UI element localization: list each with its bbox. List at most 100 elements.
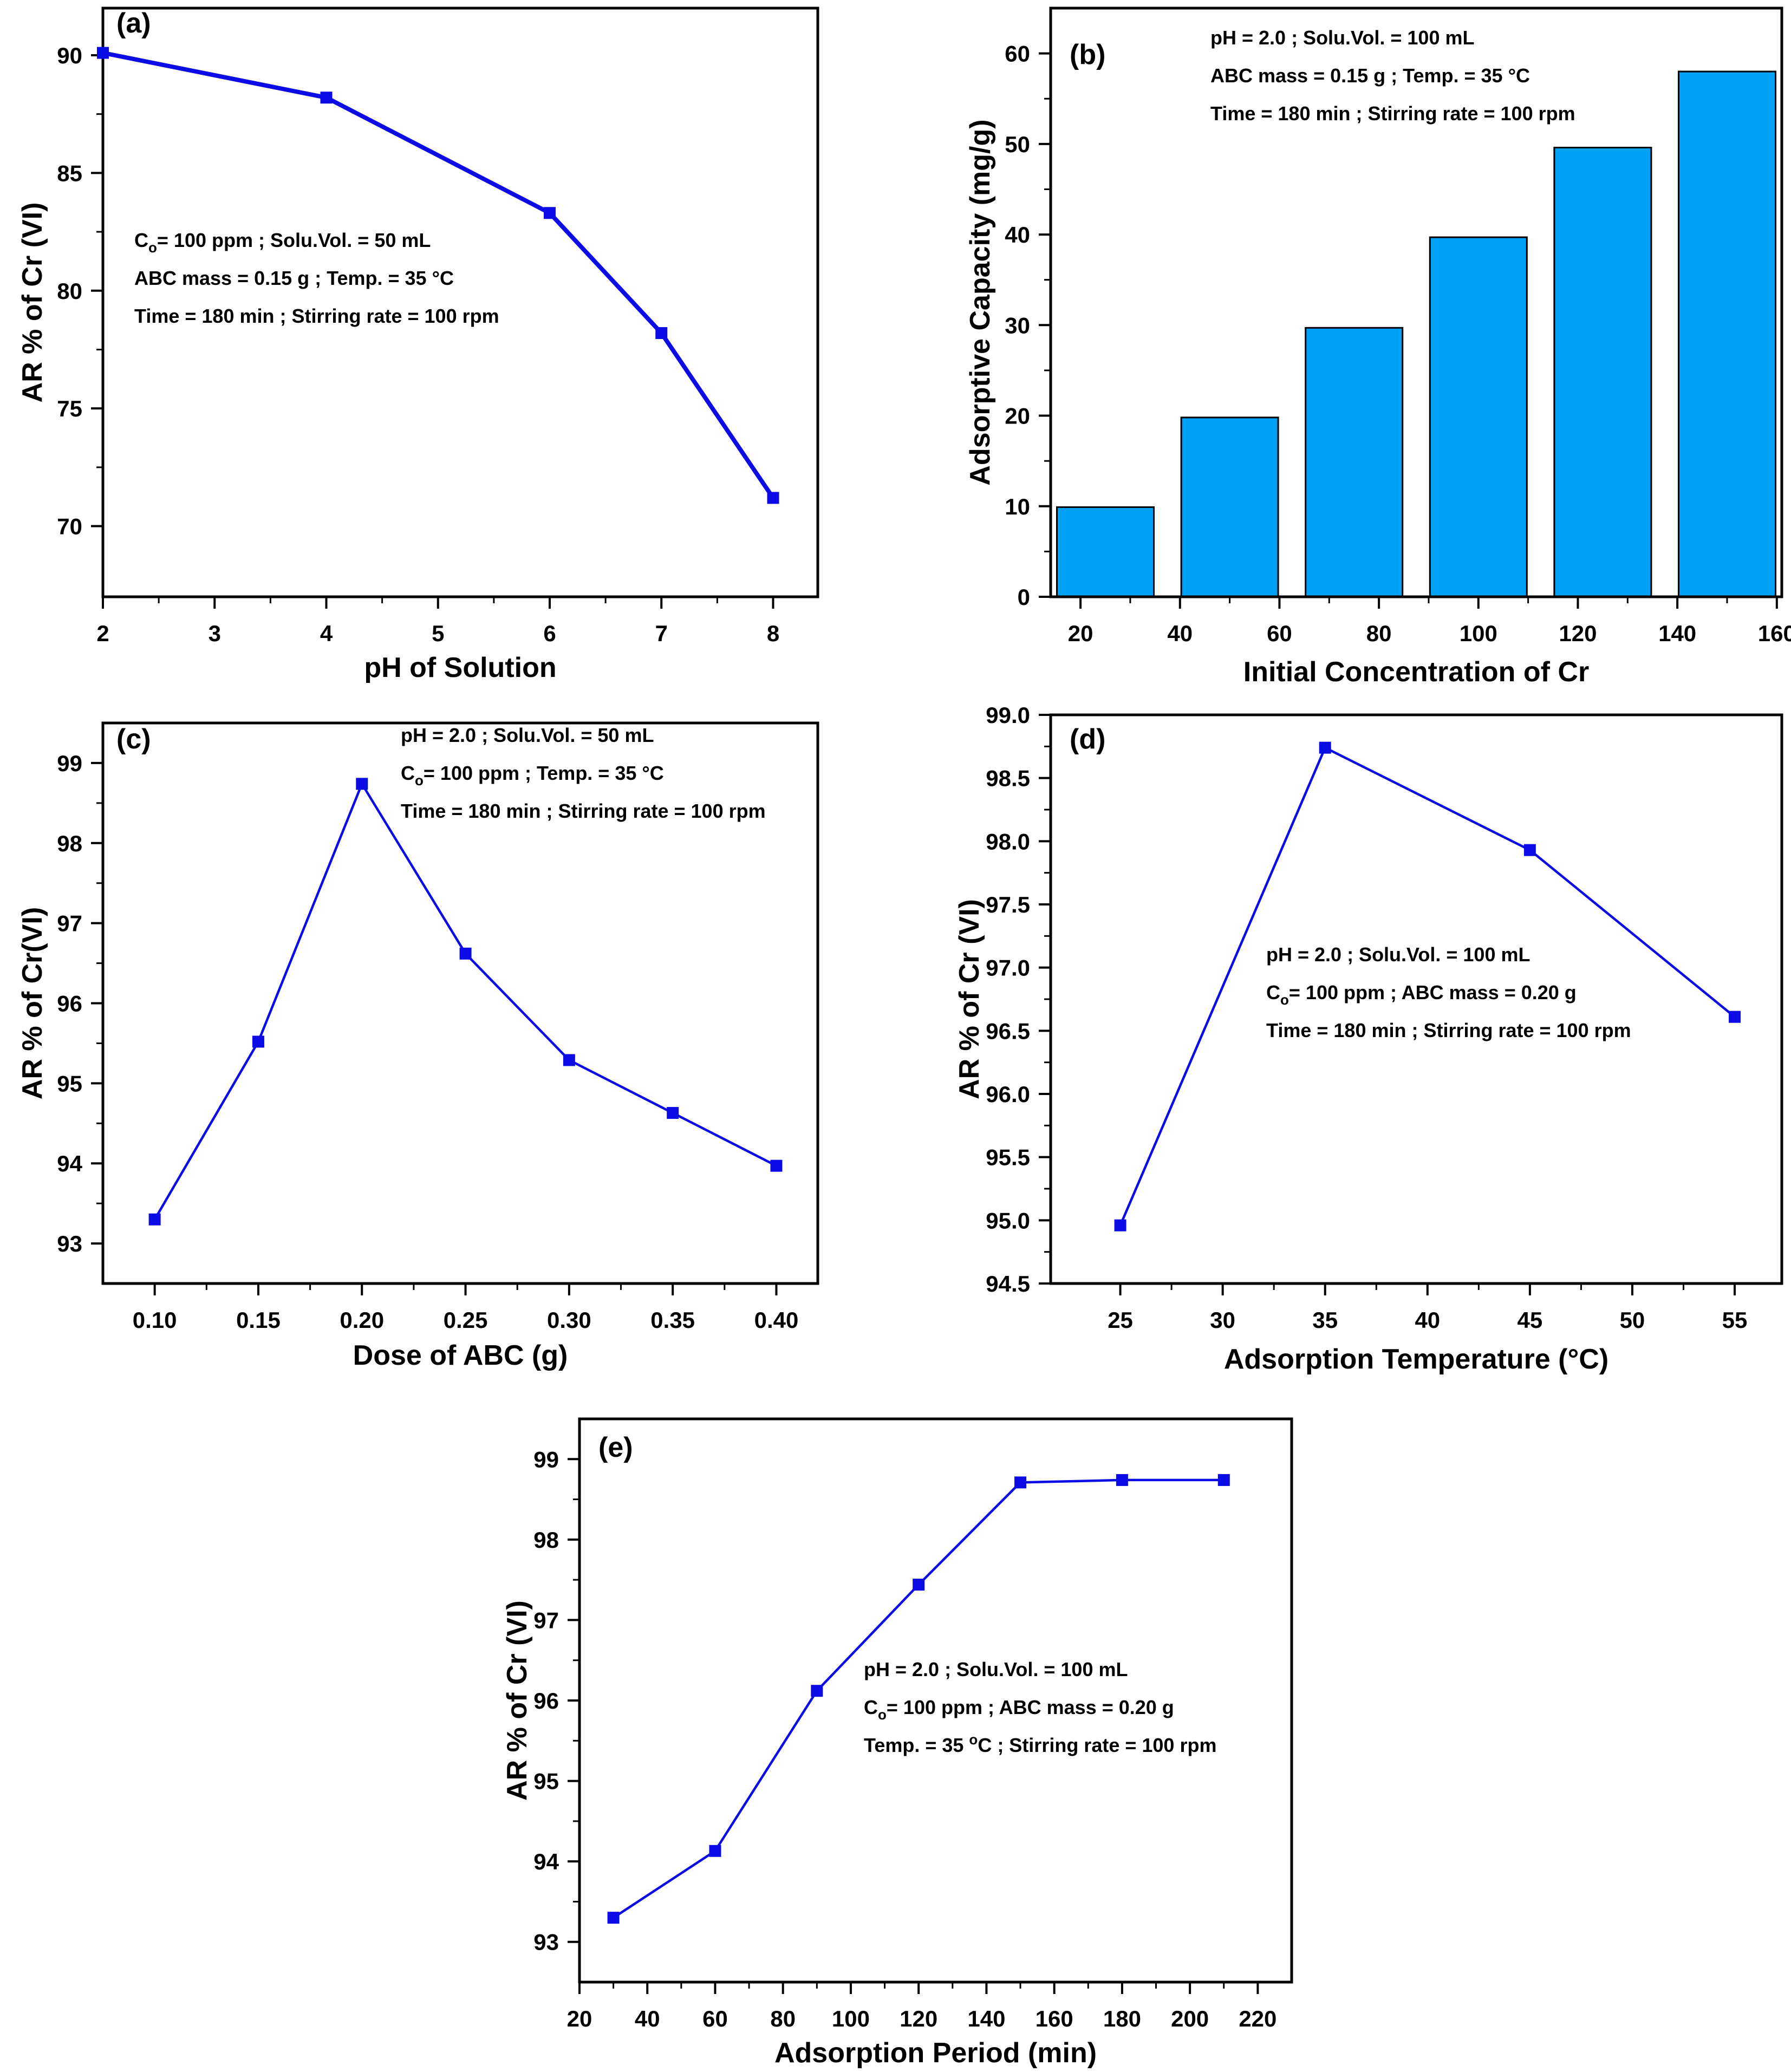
data-point	[1116, 1474, 1128, 1486]
y-tick-label: 10	[1005, 494, 1030, 519]
plot-frame	[1049, 6, 1783, 598]
x-tick-label: 220	[1239, 2006, 1277, 2031]
condition-text: Co= 100 ppm ; Solu.Vol. = 50 mL	[134, 229, 431, 256]
condition-text: Time = 180 min ; Stirring rate = 100 rpm	[401, 800, 766, 822]
data-point	[1319, 741, 1331, 754]
condition-text: Co= 100 ppm ; Temp. = 35 °C	[401, 762, 664, 789]
x-tick-label: 35	[1312, 1307, 1338, 1333]
y-axis-label: AR % of Cr(VI)	[17, 907, 48, 1099]
y-tick-label: 97.0	[986, 955, 1030, 981]
bar	[1180, 416, 1279, 598]
y-tick-label: 93	[533, 1930, 559, 1955]
bar	[1056, 506, 1155, 598]
y-tick-label: 94.5	[986, 1271, 1030, 1296]
bar	[1429, 236, 1528, 598]
data-point	[544, 207, 556, 219]
y-tick-label: 98	[533, 1527, 559, 1553]
y-tick-label: 95.5	[986, 1145, 1030, 1170]
data-point	[97, 47, 109, 59]
x-tick-label: 160	[1758, 621, 1791, 646]
y-tick-label: 0	[1018, 584, 1030, 610]
x-tick-label: 50	[1620, 1307, 1645, 1333]
x-tick-label: 20	[1068, 621, 1093, 646]
y-tick-label: 97	[57, 911, 82, 936]
chart-panel-e: 20 40 60 80 100 120 140 160 180 200 220 93 94 95 96 97 9…	[502, 1417, 1293, 2069]
condition-text: pH = 2.0 ; Solu.Vol. = 100 mL	[1210, 27, 1474, 49]
y-tick-label: 99	[57, 751, 82, 776]
x-tick-label: 80	[770, 2006, 796, 2031]
plot-frame	[101, 6, 819, 598]
y-tick-label: 98.5	[986, 766, 1030, 791]
y-tick-label: 96.5	[986, 1018, 1030, 1044]
y-tick-label: 96	[533, 1688, 559, 1713]
y-tick-label: 80	[57, 278, 82, 304]
x-tick-label: 140	[967, 2006, 1005, 2031]
x-tick-label: 40	[1415, 1307, 1440, 1333]
y-tick-label: 20	[1005, 403, 1030, 429]
y-tick-label: 40	[1005, 222, 1030, 247]
x-axis-label: Dose of ABC (g)	[353, 1340, 568, 1371]
data-point	[709, 1845, 721, 1857]
condition-text: Co= 100 ppm ; ABC mass = 0.20 g	[1266, 981, 1577, 1008]
data-point	[607, 1912, 620, 1924]
data-point	[770, 1159, 783, 1172]
x-tick-label: 40	[1167, 621, 1193, 646]
condition-text: pH = 2.0 ; Solu.Vol. = 50 mL	[401, 724, 654, 746]
panel-label: (c)	[116, 724, 151, 755]
condition-text: Time = 180 min ; Stirring rate = 100 rpm	[1210, 102, 1575, 125]
x-tick-label: 60	[1267, 621, 1292, 646]
condition-text: Co= 100 ppm ; ABC mass = 0.20 g	[864, 1696, 1174, 1723]
chart-panel-a: 2 3 4 5 6 7 8 70 75 80 85 90 pH of Solution AR % of C…	[17, 6, 819, 683]
data-point	[1014, 1476, 1027, 1489]
x-tick-label: 5	[432, 621, 444, 646]
bar	[1677, 70, 1776, 598]
series-line	[1119, 746, 1736, 1226]
x-tick-label: 8	[767, 621, 779, 646]
y-axis-label: AR % of Cr (VI)	[17, 203, 48, 403]
y-tick-label: 94	[57, 1151, 82, 1176]
x-axis-label: Initial Concentration of Cr	[1243, 656, 1589, 688]
x-tick-label: 25	[1108, 1307, 1133, 1333]
data-point	[1114, 1219, 1126, 1232]
data-point	[459, 947, 472, 960]
x-tick-label: 160	[1035, 2006, 1073, 2031]
panel-label: (d)	[1070, 724, 1105, 755]
panel-label: (b)	[1070, 39, 1105, 70]
x-axis-label: Adsorption Temperature (°C)	[1224, 1344, 1608, 1375]
y-tick-label: 95	[533, 1769, 559, 1794]
data-point	[252, 1035, 264, 1048]
y-tick-label: 90	[57, 43, 82, 68]
x-tick-label: 0.25	[444, 1307, 488, 1333]
x-tick-label: 0.40	[754, 1307, 799, 1333]
x-tick-label: 40	[635, 2006, 660, 2031]
panel-label: (e)	[598, 1432, 633, 1463]
x-tick-label: 0.15	[236, 1307, 281, 1333]
condition-text: pH = 2.0 ; Solu.Vol. = 100 mL	[864, 1658, 1128, 1680]
x-tick-label: 180	[1103, 2006, 1141, 2031]
chart-panel-d: 25 30 35 40 45 50 55 94.5 95.0 95.5 96.0 96.5 97.0 97…	[954, 702, 1783, 1375]
condition-text: Time = 180 min ; Stirring rate = 100 rpm	[1266, 1019, 1631, 1041]
data-point	[1729, 1011, 1741, 1023]
data-point	[655, 327, 668, 340]
y-tick-label: 99.0	[986, 702, 1030, 728]
y-tick-label: 30	[1005, 312, 1030, 338]
x-tick-label: 100	[1460, 621, 1497, 646]
chart-panel-c: 0.10 0.15 0.20 0.25 0.30 0.35 0.40 93 94 95 96 97 98…	[17, 721, 819, 1371]
y-tick-label: 96	[57, 991, 82, 1017]
y-tick-label: 85	[57, 160, 82, 186]
x-tick-label: 4	[320, 621, 333, 646]
y-tick-label: 75	[57, 396, 82, 421]
x-tick-label: 120	[900, 2006, 937, 2031]
x-tick-label: 60	[702, 2006, 728, 2031]
y-axis-label: AR % of Cr (VI)	[502, 1600, 533, 1801]
y-tick-label: 94	[533, 1849, 559, 1874]
x-tick-label: 100	[832, 2006, 870, 2031]
data-point	[563, 1054, 575, 1066]
x-tick-label: 55	[1722, 1307, 1748, 1333]
x-tick-label: 2	[96, 621, 109, 646]
y-tick-label: 97.5	[986, 892, 1030, 917]
x-tick-label: 120	[1559, 621, 1597, 646]
chart-panel-b: 20 40 60 80 100 120 140 160 0 10 20 30 40 50 60 Initial…	[965, 6, 1791, 688]
data-point	[913, 1579, 925, 1591]
x-tick-label: 20	[567, 2006, 592, 2031]
